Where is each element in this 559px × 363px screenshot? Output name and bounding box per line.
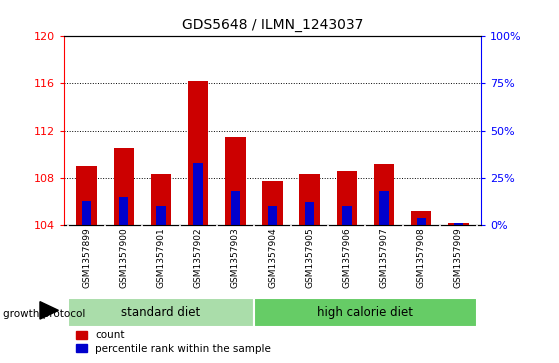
Bar	[68, 298, 254, 327]
Text: GSM1357907: GSM1357907	[380, 227, 389, 288]
Polygon shape	[40, 302, 59, 319]
Bar	[448, 223, 468, 225]
Bar	[254, 298, 477, 327]
Bar	[193, 163, 203, 225]
Bar	[113, 148, 134, 225]
Text: GSM1357900: GSM1357900	[119, 227, 128, 288]
Bar	[300, 174, 320, 225]
Bar	[374, 164, 394, 225]
Bar	[231, 191, 240, 225]
Bar	[411, 211, 432, 225]
Bar	[82, 200, 91, 225]
Legend: count, percentile rank within the sample: count, percentile rank within the sample	[72, 326, 275, 358]
Text: high calorie diet: high calorie diet	[318, 306, 414, 319]
Text: GSM1357906: GSM1357906	[342, 227, 352, 288]
Bar	[157, 206, 165, 225]
Bar	[77, 166, 97, 225]
Text: GSM1357905: GSM1357905	[305, 227, 314, 288]
Text: GSM1357903: GSM1357903	[231, 227, 240, 288]
Bar	[268, 206, 277, 225]
Bar	[380, 191, 389, 225]
Bar	[151, 174, 171, 225]
Bar	[416, 217, 426, 225]
Bar	[262, 182, 283, 225]
Bar	[119, 197, 129, 225]
Text: GSM1357901: GSM1357901	[157, 227, 165, 288]
Text: GSM1357908: GSM1357908	[417, 227, 426, 288]
Text: GSM1357902: GSM1357902	[193, 227, 203, 288]
Text: standard diet: standard diet	[121, 306, 201, 319]
Bar	[337, 171, 357, 225]
Text: GSM1357904: GSM1357904	[268, 227, 277, 288]
Bar	[342, 206, 352, 225]
Bar	[225, 136, 245, 225]
Bar	[305, 203, 314, 225]
Text: GSM1357909: GSM1357909	[454, 227, 463, 288]
Bar	[188, 81, 209, 225]
Text: growth protocol: growth protocol	[3, 309, 85, 319]
Bar	[454, 223, 463, 225]
Title: GDS5648 / ILMN_1243037: GDS5648 / ILMN_1243037	[182, 19, 363, 33]
Text: GSM1357899: GSM1357899	[82, 227, 91, 288]
